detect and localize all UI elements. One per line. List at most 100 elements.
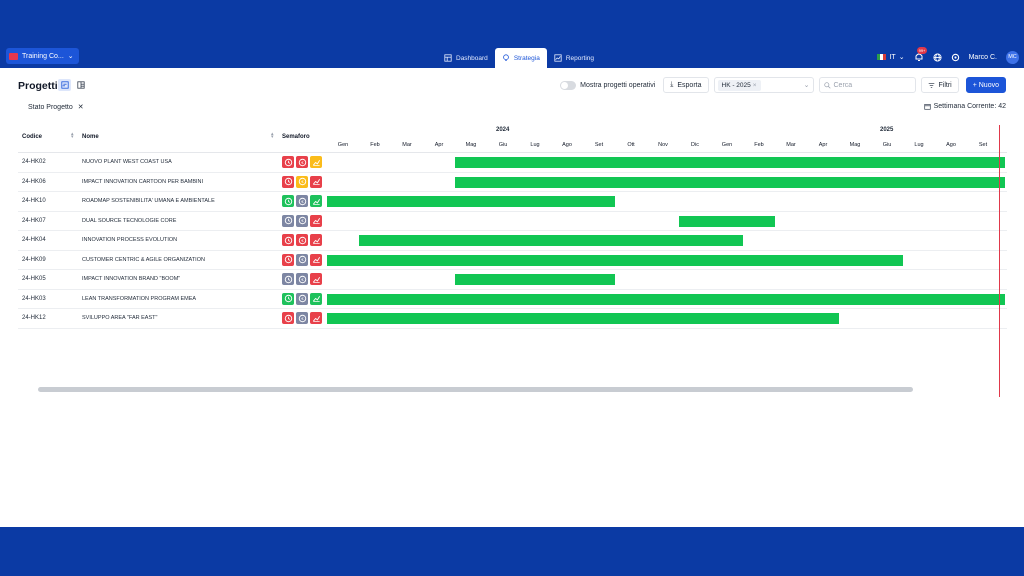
clock-icon[interactable] xyxy=(282,234,294,246)
table-row[interactable]: 24-HK10 ROADMAP SOSTENIBILITA' UMANA E AM… xyxy=(18,192,1007,212)
trend-icon[interactable] xyxy=(310,273,322,285)
export-button[interactable]: ⤓ Esporta xyxy=(663,77,709,93)
filters-label: Filtri xyxy=(938,81,952,89)
table-row[interactable]: 24-HK04 INNOVATION PROCESS EVOLUTION € xyxy=(18,231,1007,251)
tab-reporting[interactable]: Reporting xyxy=(547,48,601,68)
clock-icon[interactable] xyxy=(282,214,294,227)
gantt-bar[interactable] xyxy=(455,157,1006,168)
search-input[interactable]: Cerca xyxy=(818,77,916,93)
gantt-bar[interactable] xyxy=(455,176,1006,188)
clock-icon[interactable] xyxy=(282,195,294,207)
sort-icon[interactable]: ▴ ▾ xyxy=(71,131,74,140)
toggle-switch[interactable] xyxy=(560,80,577,90)
tab-strategia[interactable]: Strategia xyxy=(494,48,547,68)
traffic-light-group: € xyxy=(282,156,322,168)
gantt-bar[interactable] xyxy=(327,196,615,207)
trend-icon[interactable] xyxy=(310,175,322,188)
avatar[interactable]: MC xyxy=(1006,50,1019,64)
table-row[interactable]: 24-HK09 CUSTOMER CENTRIC & AGILE ORGANIZA… xyxy=(18,251,1007,270)
table-row[interactable]: 24-HK06 IMPACT INNOVATION CARTOON PER BAM… xyxy=(18,173,1007,192)
traffic-light-group: € xyxy=(282,234,322,246)
user-name[interactable]: Marco C. xyxy=(968,53,997,61)
globe-icon[interactable] xyxy=(933,52,942,62)
project-code: 24-HK12 xyxy=(22,315,46,321)
sort-icon[interactable]: ▴ ▾ xyxy=(271,131,274,140)
project-name[interactable]: IMPACT INNOVATION BRAND "BOOM" xyxy=(82,276,181,282)
main-content: Progetti Mostra progetti operativi ⤓ Esp… xyxy=(0,68,1024,527)
trend-icon[interactable] xyxy=(310,234,322,246)
euro-icon[interactable]: € xyxy=(296,156,308,168)
month-label: Feb xyxy=(370,142,380,148)
project-name[interactable]: LEAN TRANSFORMATION PROGRAM EMEA xyxy=(82,295,197,302)
clock-icon[interactable] xyxy=(282,273,294,285)
trend-icon[interactable] xyxy=(310,312,322,324)
project-name[interactable]: DUAL SOURCE TECNOLOGIE CORE xyxy=(82,217,177,224)
tab-dashboard[interactable]: Dashboard xyxy=(437,48,495,68)
page-title: Progetti xyxy=(18,80,58,92)
table-row[interactable]: 24-HK03 LEAN TRANSFORMATION PROGRAM EMEA € xyxy=(18,290,1007,309)
operational-projects-toggle[interactable]: Mostra progetti operativi xyxy=(560,80,655,90)
clock-icon[interactable] xyxy=(282,175,294,188)
clock-icon[interactable] xyxy=(282,292,294,305)
project-name[interactable]: INNOVATION PROCESS EVOLUTION xyxy=(82,237,178,243)
trend-icon[interactable] xyxy=(310,292,322,305)
trend-icon[interactable] xyxy=(310,253,322,266)
chip-close-icon[interactable]: × xyxy=(752,81,757,89)
horizontal-scrollbar[interactable] xyxy=(38,387,913,392)
header-code[interactable]: Codice xyxy=(22,134,43,140)
euro-icon[interactable]: € xyxy=(296,253,308,266)
clock-icon[interactable] xyxy=(282,312,294,324)
clock-icon[interactable] xyxy=(282,253,294,266)
filters-button[interactable]: Filtri xyxy=(920,77,959,93)
gantt-bar[interactable] xyxy=(455,274,615,285)
euro-icon[interactable]: € xyxy=(296,234,308,246)
project-name[interactable]: NUOVO PLANT WEST COAST USA xyxy=(82,159,172,165)
table-row[interactable]: 24-HK05 IMPACT INNOVATION BRAND "BOOM" € xyxy=(18,270,1007,290)
notifications-button[interactable]: 99+ xyxy=(914,47,928,62)
year-label: 2025 xyxy=(880,127,894,133)
close-icon[interactable]: ✕ xyxy=(77,104,84,111)
table-row[interactable]: 24-HK12 SVILUPPO AREA "FAR EAST" € xyxy=(18,309,1007,329)
project-name[interactable]: CUSTOMER CENTRIC & AGILE ORGANIZATION xyxy=(82,256,205,263)
header-name[interactable]: Nome xyxy=(82,134,99,140)
portfolio-select[interactable]: HK - 2025 × ⌄ xyxy=(713,77,814,93)
project-name[interactable]: ROADMAP SOSTENIBILITA' UMANA E AMBIENTAL… xyxy=(82,198,215,204)
tab-strategia-label: Strategia xyxy=(513,54,540,62)
settings-icon[interactable] xyxy=(951,53,960,62)
svg-text:€: € xyxy=(301,159,304,164)
month-label: Gen xyxy=(337,142,349,148)
project-name[interactable]: IMPACT INNOVATION CARTOON PER BAMBINI xyxy=(82,178,204,185)
gantt-bar[interactable] xyxy=(679,215,775,227)
notification-badge: 99+ xyxy=(916,47,928,54)
euro-icon[interactable]: € xyxy=(296,273,308,285)
euro-icon[interactable]: € xyxy=(296,175,308,188)
table-row[interactable]: 24-HK07 DUAL SOURCE TECNOLOGIE CORE € xyxy=(18,212,1007,231)
trend-icon[interactable] xyxy=(310,156,322,168)
tab-dashboard-label: Dashboard xyxy=(456,54,488,62)
header-semaforo: Semaforo xyxy=(282,134,310,140)
table-body: 24-HK02 NUOVO PLANT WEST COAST USA €24-HK0… xyxy=(18,153,1007,329)
clock-icon[interactable] xyxy=(282,156,294,168)
table-row[interactable]: 24-HK02 NUOVO PLANT WEST COAST USA € xyxy=(18,153,1007,173)
search-placeholder: Cerca xyxy=(833,81,853,89)
workspace-selector[interactable]: Training Co... ⌄ xyxy=(6,48,79,64)
language-selector[interactable]: IT ⌄ xyxy=(877,53,905,61)
gantt-bar[interactable] xyxy=(327,254,903,266)
euro-icon[interactable]: € xyxy=(296,292,308,305)
euro-icon[interactable]: € xyxy=(296,214,308,227)
gantt-bar[interactable] xyxy=(327,293,1006,305)
trend-icon[interactable] xyxy=(310,195,322,207)
project-name[interactable]: SVILUPPO AREA "FAR EAST" xyxy=(82,315,158,321)
tab-reporting-label: Reporting xyxy=(565,54,595,62)
gantt-bar[interactable] xyxy=(327,313,839,324)
gantt-view-button[interactable] xyxy=(58,79,71,91)
euro-icon[interactable]: € xyxy=(296,195,308,207)
new-project-button[interactable]: + Nuovo xyxy=(965,77,1006,93)
gantt-bar[interactable] xyxy=(359,235,743,246)
traffic-light-group: € xyxy=(282,175,322,188)
project-code: 24-HK05 xyxy=(22,276,46,282)
table-view-button[interactable] xyxy=(74,79,87,91)
trend-icon[interactable] xyxy=(310,214,322,227)
euro-icon[interactable]: € xyxy=(296,312,308,324)
traffic-light-group: € xyxy=(282,292,322,305)
